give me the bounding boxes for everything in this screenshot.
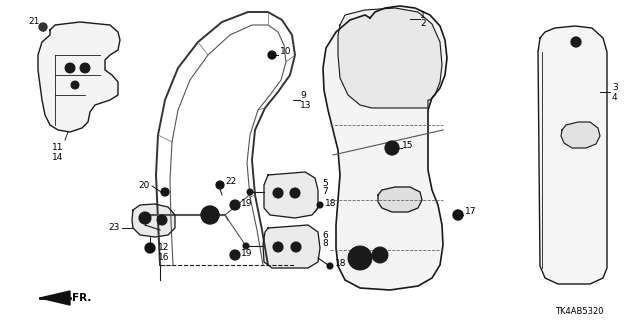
Circle shape [139, 212, 151, 224]
Circle shape [230, 250, 240, 260]
Text: 11: 11 [52, 143, 64, 153]
Text: 22: 22 [225, 178, 236, 187]
Text: 18: 18 [335, 260, 346, 268]
Text: 20: 20 [139, 180, 150, 189]
Text: 5: 5 [322, 179, 328, 188]
Polygon shape [378, 187, 422, 212]
Text: 7: 7 [322, 188, 328, 196]
Text: 16: 16 [158, 252, 170, 261]
Circle shape [268, 51, 276, 59]
Circle shape [145, 243, 155, 253]
Text: 18: 18 [325, 199, 337, 209]
Circle shape [161, 188, 169, 196]
Circle shape [453, 210, 463, 220]
Text: 4: 4 [612, 92, 618, 101]
Circle shape [571, 37, 581, 47]
Circle shape [327, 263, 333, 269]
Circle shape [206, 211, 214, 219]
Circle shape [273, 188, 283, 198]
Text: 10: 10 [280, 47, 291, 57]
Circle shape [71, 81, 79, 89]
Polygon shape [263, 225, 320, 268]
Circle shape [372, 247, 388, 263]
Text: 2: 2 [420, 20, 426, 28]
Polygon shape [132, 204, 175, 237]
Text: 15: 15 [402, 140, 413, 149]
Text: 19: 19 [241, 199, 253, 209]
Circle shape [201, 206, 219, 224]
Circle shape [243, 243, 249, 249]
Circle shape [317, 202, 323, 208]
Circle shape [348, 246, 372, 270]
Text: 14: 14 [52, 153, 64, 162]
Circle shape [80, 63, 90, 73]
Text: 17: 17 [465, 207, 477, 217]
Text: 1: 1 [420, 11, 426, 20]
Circle shape [65, 63, 75, 73]
Polygon shape [323, 6, 447, 290]
Text: 8: 8 [322, 239, 328, 249]
Circle shape [290, 188, 300, 198]
Text: 19: 19 [241, 250, 253, 259]
Text: TK4AB5320: TK4AB5320 [555, 308, 604, 316]
Text: FR.: FR. [72, 293, 92, 303]
Polygon shape [538, 26, 607, 284]
Text: 23: 23 [109, 223, 120, 233]
Circle shape [385, 141, 399, 155]
Circle shape [247, 189, 253, 195]
Polygon shape [38, 22, 120, 132]
Text: 9: 9 [300, 91, 306, 100]
Text: 3: 3 [612, 84, 618, 92]
Circle shape [216, 181, 224, 189]
Text: 6: 6 [322, 230, 328, 239]
Polygon shape [561, 122, 600, 148]
Text: 13: 13 [300, 100, 312, 109]
Polygon shape [338, 8, 442, 108]
Text: 21: 21 [28, 18, 40, 27]
Circle shape [273, 242, 283, 252]
Circle shape [291, 242, 301, 252]
Circle shape [39, 23, 47, 31]
Circle shape [230, 200, 240, 210]
Circle shape [157, 215, 167, 225]
Polygon shape [40, 291, 70, 305]
Polygon shape [264, 172, 318, 218]
Text: 12: 12 [158, 244, 170, 252]
